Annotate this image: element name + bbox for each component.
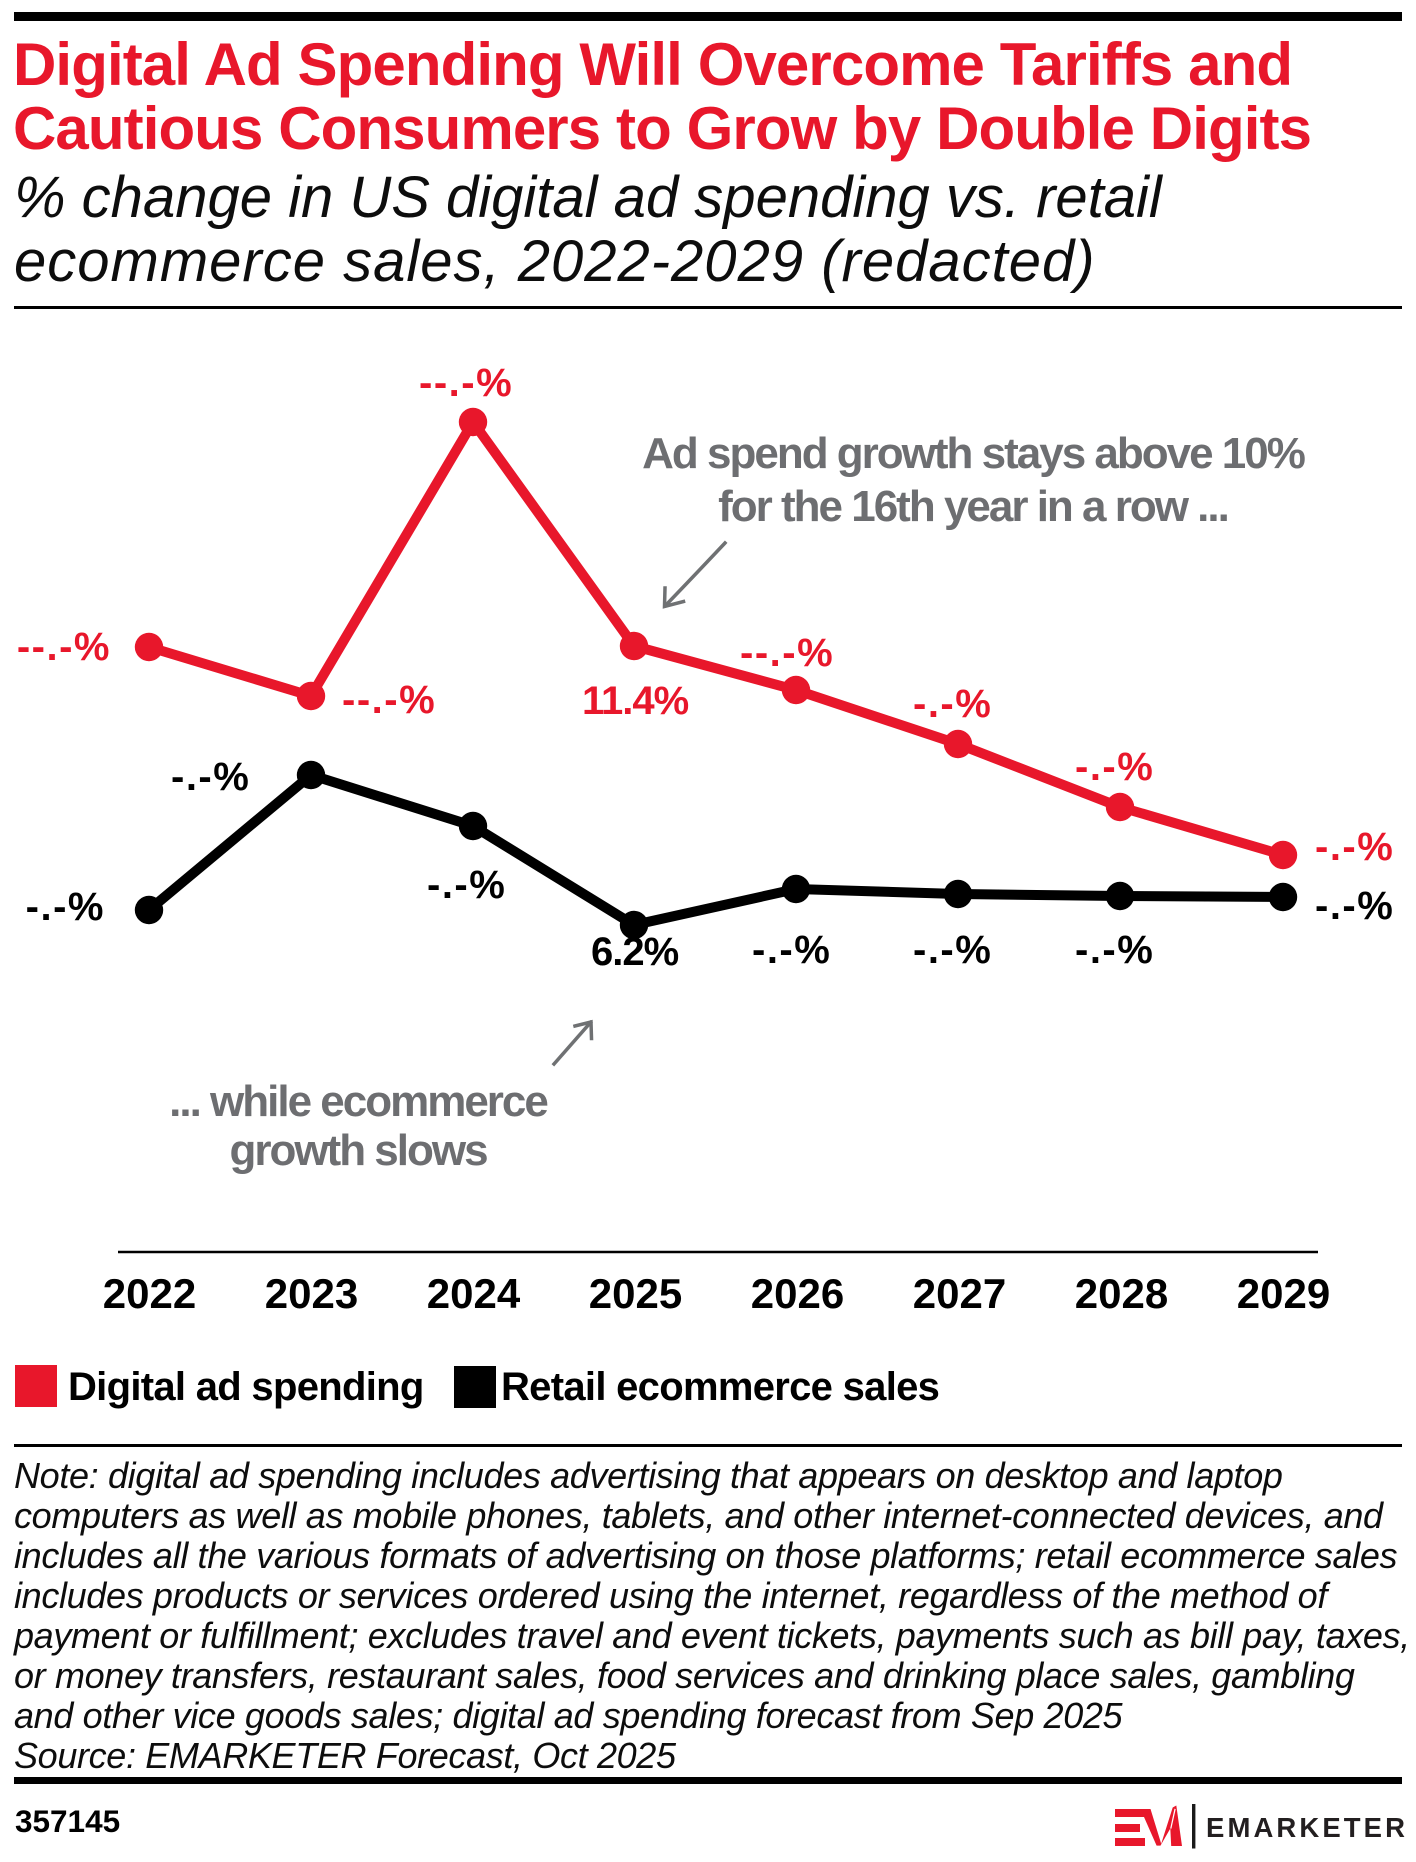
svg-text:EMARKETER: EMARKETER: [1206, 1812, 1408, 1843]
